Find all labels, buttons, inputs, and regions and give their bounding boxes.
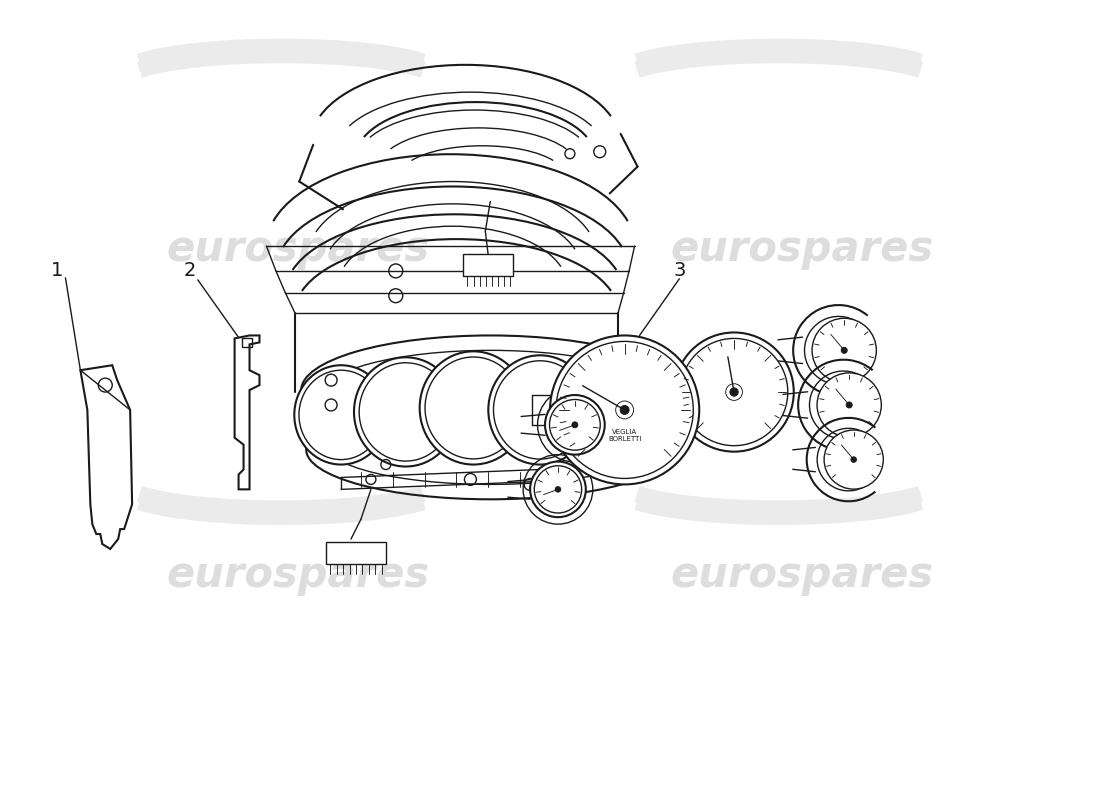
Text: 3: 3 [673,262,685,281]
Polygon shape [80,366,132,549]
Circle shape [824,430,883,489]
Bar [326,542,386,564]
Ellipse shape [354,358,458,466]
Circle shape [572,422,578,428]
Text: VEGLIA
BORLETTI: VEGLIA BORLETTI [608,430,641,442]
Circle shape [544,395,605,454]
Text: eurospares: eurospares [670,228,933,270]
Circle shape [812,318,877,382]
Text: 1: 1 [52,262,64,281]
Circle shape [556,486,561,492]
Circle shape [620,406,629,414]
Bar [463,254,514,276]
Circle shape [842,347,847,354]
Text: eurospares: eurospares [167,228,430,270]
Circle shape [730,388,738,396]
Text: eurospares: eurospares [670,554,933,596]
Text: 2: 2 [184,262,196,281]
Text: eurospares: eurospares [167,554,430,596]
Circle shape [550,335,700,485]
Circle shape [530,462,586,517]
Ellipse shape [488,355,592,465]
Circle shape [846,402,852,408]
Ellipse shape [560,374,643,462]
Circle shape [674,333,794,452]
Circle shape [851,457,857,462]
Circle shape [817,373,881,437]
Polygon shape [234,335,260,490]
Ellipse shape [295,366,388,465]
Bar [242,338,252,347]
Ellipse shape [420,351,527,465]
